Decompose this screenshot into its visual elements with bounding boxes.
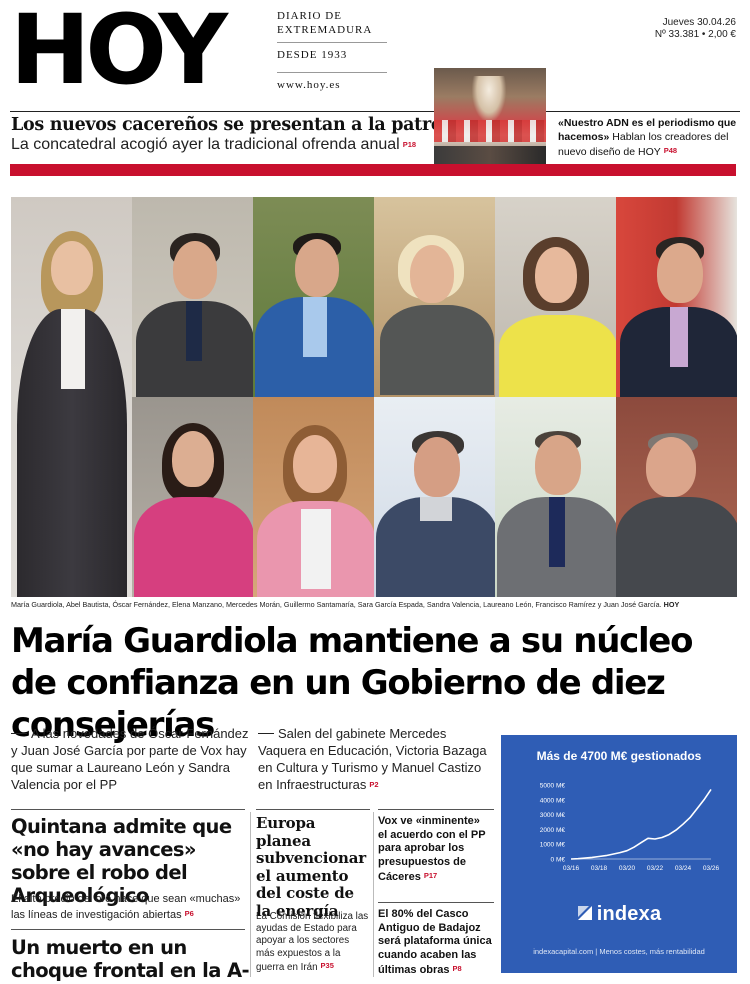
portrait-sara-garcia-espada	[132, 397, 253, 597]
masthead-line-1: DIARIO DE	[277, 10, 342, 22]
story-quintana-headline[interactable]: Quintana admite que «no hay avances» sob…	[11, 815, 232, 907]
story-europa-headline[interactable]: Europa planea subvencionar el aumento de…	[256, 814, 366, 920]
masthead-info: DIARIO DE EXTREMADURA DESDE 1933 www.hoy…	[277, 9, 387, 92]
y-tick-label: 2000 M€	[540, 827, 566, 834]
page-ref: P18	[402, 140, 417, 149]
story-vox[interactable]: Vox ve «inminente» el acuerdo con el PP …	[378, 815, 486, 883]
portrait-mercedes-moran	[495, 197, 616, 397]
portrait-oscar-fernandez	[253, 197, 374, 397]
rule	[11, 809, 245, 810]
column-rule	[250, 812, 251, 977]
issue-number: Nº 33.381 • 2,00 €	[654, 29, 736, 40]
y-tick-label: 0 M€	[551, 857, 566, 864]
top-story-2-quote: «Nuestro ADN es el periodismo que hacemo…	[558, 117, 737, 143]
story-muerto-headline[interactable]: Un muerto en un choque frontal en la A-6…	[11, 936, 250, 984]
page-ref: P17	[423, 871, 438, 880]
x-tick-label: 03/20	[619, 865, 636, 872]
y-tick-label: 3000 M€	[540, 812, 566, 819]
top-story-2[interactable]: «Nuestro ADN es el periodismo que hacemo…	[558, 117, 737, 158]
government-portraits	[11, 197, 737, 597]
page-ref: P2	[369, 780, 379, 789]
x-tick-label: 03/26	[703, 865, 719, 872]
newspaper-logo: HOY	[10, 0, 228, 106]
story-casco[interactable]: El 80% del Casco Antiguo de Badajoz será…	[378, 908, 492, 976]
procession-photo	[434, 68, 546, 164]
ad-line-chart: 0 M€ 1000 M€ 2000 M€ 3000 M€ 4000 M€ 5000 M€ 0…	[540, 783, 719, 873]
indexa-logo-icon	[577, 906, 592, 920]
indexa-ad[interactable]: Más de 4700 M€ gestionados 0 M€ 1000 M€ 20…	[501, 735, 737, 973]
masthead-date-block: Jueves 30.04.26 Nº 33.381 • 2,00 €	[655, 17, 736, 41]
portrait-sandra-valencia	[253, 397, 374, 597]
masthead-line-2: EXTREMADURA	[277, 24, 373, 36]
x-tick-label: 03/18	[591, 865, 608, 872]
rule	[378, 902, 494, 903]
x-tick-label: 03/24	[675, 865, 692, 872]
flowers	[434, 120, 546, 142]
rule	[11, 929, 245, 930]
portrait-maria-guardiola	[11, 197, 132, 597]
ad-footer: indexacapital.com | Menos costes, más re…	[533, 947, 705, 956]
top-story-headline[interactable]: Los nuevos cacereños se presentan a la p…	[11, 115, 472, 135]
rule	[378, 809, 494, 810]
ad-brand: indexa	[501, 903, 737, 926]
page-ref: P6	[184, 908, 194, 918]
rule	[256, 809, 370, 810]
masthead-divider	[10, 111, 740, 112]
main-bullet-2: Salen del gabinete Mercedes Vaquera en E…	[258, 726, 487, 792]
story-europa-sub: La Comisión flexibiliza las ayudas de Es…	[256, 911, 369, 973]
virgin-statue	[472, 76, 506, 122]
story-quintana-sub: El alto precio del oro hace que sean «mu…	[11, 893, 241, 921]
page-ref: P48	[663, 146, 678, 155]
y-tick-label: 1000 M€	[540, 842, 566, 849]
portrait-guillermo-santamaria	[616, 197, 737, 397]
ad-title: Más de 4700 M€ gestionados	[536, 749, 702, 763]
portrait-abel-bautista	[132, 197, 253, 397]
main-bullet-1: A las novedades de Óscar Fernández y Jua…	[11, 726, 249, 792]
page-ref: P8	[452, 964, 462, 973]
main-headline[interactable]: María Guardiola mantiene a su núcleo de …	[11, 621, 693, 745]
top-story-subhead: La concatedral acogió ayer la tradiciona…	[11, 136, 417, 153]
series-line	[570, 788, 712, 860]
portrait-juan-jose-garcia	[616, 397, 737, 597]
x-tick-label: 03/16	[563, 865, 580, 872]
issue-date: Jueves 30.04.26	[662, 17, 736, 28]
y-tick-label: 5000 M€	[540, 783, 566, 790]
masthead-since: DESDE 1933	[277, 49, 348, 61]
page-ref: P35	[320, 960, 334, 970]
portrait-francisco-ramirez	[495, 397, 616, 597]
photo-caption: María Guardiola, Abel Bautista, Óscar Fe…	[11, 600, 680, 609]
crowd	[434, 146, 546, 164]
masthead-url[interactable]: www.hoy.es	[277, 79, 341, 91]
portrait-elena-manzano	[374, 197, 495, 397]
column-rule	[373, 812, 374, 977]
photo-credit: HOY	[663, 600, 680, 609]
portrait-laureano-leon	[374, 397, 495, 597]
x-tick-label: 03/22	[647, 865, 664, 872]
red-separator-bar	[10, 164, 736, 176]
y-tick-label: 4000 M€	[540, 797, 566, 804]
